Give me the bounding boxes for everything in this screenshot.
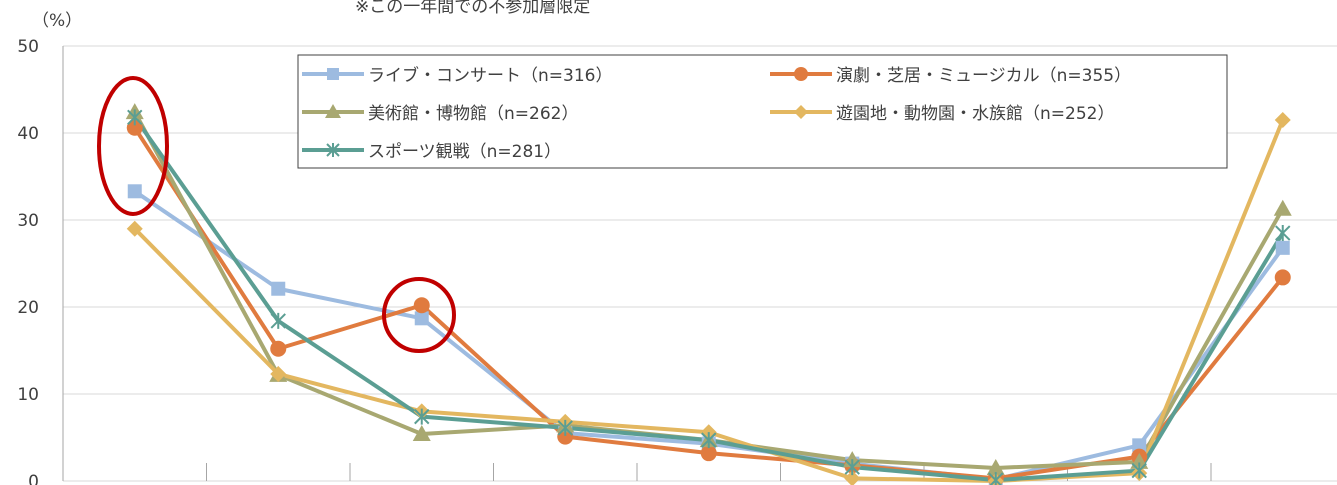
- marker: [270, 365, 287, 382]
- lines: [125, 103, 1292, 485]
- y-tick-label: 40: [17, 124, 39, 144]
- marker: [325, 104, 341, 118]
- marker: [414, 311, 429, 326]
- marker: [1274, 111, 1291, 128]
- marker: [844, 459, 860, 476]
- marker: [701, 432, 717, 449]
- marker: [1131, 462, 1147, 479]
- marker: [844, 470, 861, 485]
- marker: [1275, 225, 1291, 242]
- legend: ライブ・コンサート（n=316） 演劇・芝居・ミュージカル（n=355） 美術館・博…: [302, 65, 1131, 162]
- marker: [794, 67, 808, 81]
- marker: [270, 312, 286, 329]
- marker: [270, 340, 287, 357]
- marker: [327, 68, 339, 80]
- marker: [127, 109, 143, 126]
- grid: 0 10 20 30 40 50: [17, 37, 1337, 485]
- y-tick-label: 10: [17, 385, 39, 405]
- legend-label: ライブ・コンサート（n=316）: [368, 65, 612, 86]
- y-axis-label: （%）: [32, 11, 82, 31]
- marker: [413, 297, 430, 314]
- chart-title: ※この一年間での不参加層限定: [355, 0, 590, 17]
- marker: [271, 281, 286, 296]
- marker: [326, 143, 340, 157]
- legend-label: 演劇・芝居・ミュージカル（n=355）: [836, 66, 1131, 86]
- marker: [1132, 438, 1147, 453]
- marker: [986, 458, 1005, 475]
- marker: [1274, 269, 1291, 286]
- marker: [557, 419, 573, 436]
- marker: [414, 408, 430, 425]
- legend-box: [297, 54, 1228, 169]
- marker: [126, 220, 143, 237]
- marker: [412, 425, 431, 442]
- highlight-ellipse: [97, 76, 169, 216]
- legend-label: 遊園地・動物園・水族館（n=252）: [836, 104, 1114, 124]
- marker: [126, 119, 143, 136]
- legend-label: 美術館・博物館（n=262）: [368, 104, 578, 124]
- marker: [700, 445, 717, 462]
- y-tick-label: 20: [17, 298, 39, 318]
- marker: [1273, 199, 1292, 216]
- legend-label: スポーツ観戦（n=281）: [368, 142, 561, 162]
- marker: [127, 184, 142, 199]
- marker: [794, 105, 808, 119]
- y-tick-label: 0: [28, 472, 39, 485]
- highlight-ellipse: [382, 277, 456, 353]
- y-tick-label: 50: [17, 37, 39, 57]
- marker: [1275, 240, 1290, 255]
- y-tick-label: 30: [17, 211, 39, 231]
